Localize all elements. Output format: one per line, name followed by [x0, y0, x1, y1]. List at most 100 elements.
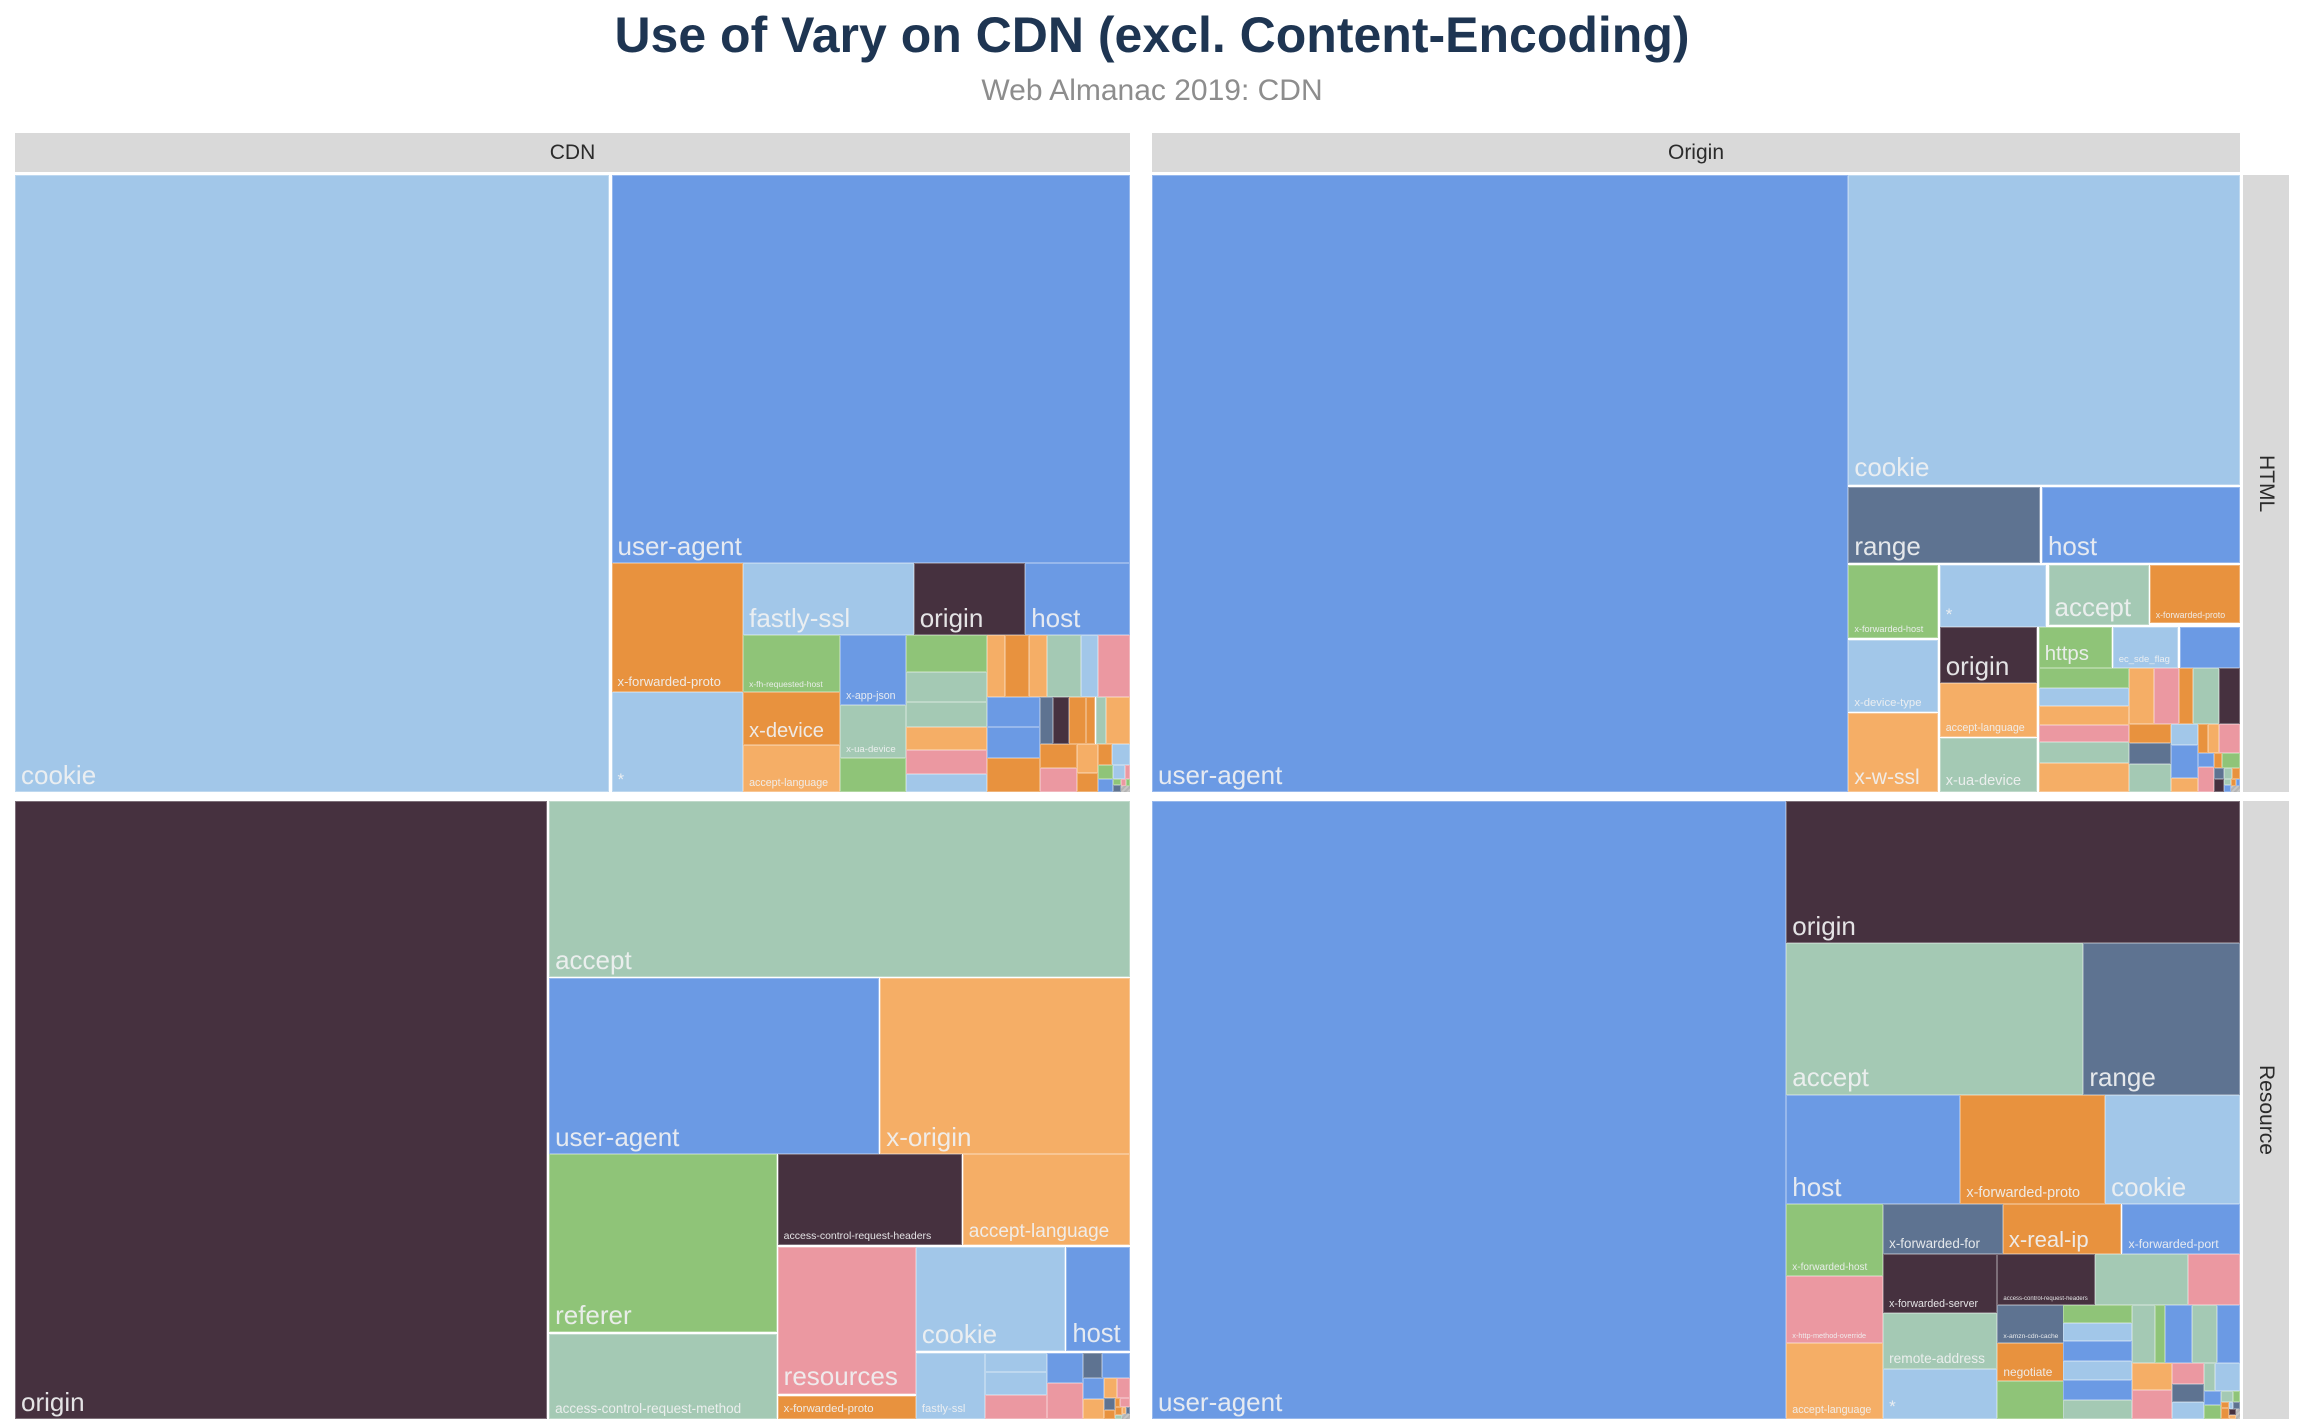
mosaic-cell: [2229, 1415, 2237, 1419]
facet-column-label: CDN: [549, 140, 596, 164]
mosaic-cell: [2203, 1390, 2221, 1406]
treemap-cell-label: x-http-method-override: [1792, 1331, 1867, 1341]
treemap-cell-negotiate: negotiate: [1997, 1342, 2064, 1382]
treemap-cell-label: origin: [1945, 651, 2010, 682]
treemap-cell-host: host: [1786, 1094, 1961, 1204]
mosaic-cell: [2062, 1400, 2133, 1419]
mosaic-cell: [2203, 1363, 2215, 1391]
treemap-cell-origin: origin: [1939, 627, 2037, 684]
treemap-cell-label: x-ua-device: [846, 743, 896, 755]
treemap-cell-label: x-forwarded-proto: [783, 1403, 874, 1416]
treemap-cell-host: host: [2041, 487, 2240, 564]
mosaic-cell: [1077, 743, 1098, 773]
treemap-cell-label: x-forwarded-proto: [617, 674, 721, 690]
mosaic-cell: [2231, 767, 2240, 780]
treemap-cell-label: x-amzn-cdn-cache: [2003, 1332, 2059, 1340]
mosaic-cell: [2062, 1360, 2133, 1381]
mosaic-cell: [1052, 696, 1069, 744]
facet-column-strip-cdn: CDN: [15, 133, 1130, 172]
treemap-cell-label: x-origin: [886, 1121, 972, 1152]
treemap-cell-label: accept: [2054, 592, 2132, 623]
mosaic-cell: [985, 1394, 1048, 1419]
mosaic-cell: [905, 749, 987, 774]
treemap-cell-origin: origin: [1786, 801, 2240, 944]
treemap-cell-resources: resources: [777, 1246, 916, 1394]
mosaic-cell: [2193, 667, 2219, 724]
mosaic-cell: [1114, 1407, 1122, 1415]
mosaic-cell: [2132, 1304, 2155, 1364]
mosaic-cell: [2229, 1409, 2237, 1416]
treemap-cell-accept-language: accept-language: [1786, 1342, 1884, 1419]
treemap-cell-label: cookie: [1854, 452, 1930, 483]
treemap-cell-host: host: [1025, 563, 1130, 636]
treemap-cell: [840, 758, 906, 792]
mosaic-cell: [1120, 1397, 1130, 1408]
treemap-cell-label: x-app-json: [846, 689, 896, 702]
mosaic-cell: [1068, 696, 1086, 744]
treemap-cell-label: user-agent: [1158, 759, 1283, 790]
treemap-cell-label: x-ua-device: [1945, 772, 2022, 789]
mosaic-cell: [2214, 779, 2225, 792]
treemap-cell-label: accept-language: [1792, 1403, 1872, 1416]
mosaic-cell: [1097, 765, 1113, 780]
treemap-cell-user-agent: user-agent: [549, 978, 880, 1154]
mosaic-cell: [2165, 1304, 2192, 1364]
treemap-cell-x-device-type: x-device-type: [1848, 640, 1938, 713]
treemap-cell--: *: [611, 692, 744, 792]
mosaic-cell: [986, 758, 1041, 792]
mosaic-cell: [1040, 767, 1078, 792]
mosaic-cell: [1047, 1382, 1083, 1419]
mosaic-cell: [2214, 1363, 2240, 1391]
mosaic-cell: [1112, 765, 1126, 780]
treemap-cell-label: x-forwarded-host: [1854, 624, 1924, 635]
treemap-cell-fastly-ssl: fastly-ssl: [915, 1352, 986, 1419]
treemap-cell-accept: accept: [2048, 564, 2149, 625]
mosaic-cell: [2170, 777, 2199, 792]
treemap-cell-label: host: [1792, 1171, 1842, 1202]
treemap-cell-host: host: [1066, 1246, 1130, 1351]
treemap-cell-range: range: [2083, 943, 2240, 1095]
mosaic-cell: [2132, 1363, 2173, 1390]
mosaic-cell: [2219, 723, 2240, 753]
treemap-cell-x-forwarded-proto: x-forwarded-proto: [777, 1396, 916, 1419]
mosaic-cell: [1098, 635, 1130, 697]
mosaic-cell: [986, 726, 1041, 759]
treemap-cell-origin: origin: [913, 563, 1026, 636]
treemap-cell-label: cookie: [21, 759, 97, 790]
mosaic-cell: [2154, 1304, 2166, 1364]
treemap-cell-label: accept: [555, 944, 632, 975]
treemap-panel-cdn-html: cookie user-agent x-forwarded-proto * fastly…: [15, 175, 1130, 792]
treemap-cell-accept-language: accept-language: [1939, 682, 2037, 738]
mosaic-cell: [905, 773, 987, 792]
mosaic-cell: [1112, 779, 1121, 785]
mosaic-cell: [2062, 1380, 2133, 1401]
treemap-panel-cdn-resource: origin accept user-agent x-origin referer acc…: [15, 801, 1130, 1419]
treemap-cell-label: accept-language: [968, 1220, 1110, 1242]
treemap-cell-label: resources: [783, 1361, 898, 1392]
treemap-cell-label: x-real-ip: [2008, 1226, 2089, 1252]
treemap-cell-label: fastly-ssl: [749, 602, 851, 633]
treemap-cell-label: x-forwarded-server: [1889, 1298, 1979, 1311]
treemap-cell-x-forwarded-proto: x-forwarded-proto: [611, 563, 744, 693]
mosaic-cell: [986, 696, 1041, 727]
treemap-cell-label: accept: [1792, 1062, 1869, 1093]
treemap-cell-label: cookie: [921, 1318, 998, 1349]
mosaic-cell: [2129, 667, 2154, 724]
mosaic-cell: [1040, 696, 1053, 744]
mosaic-cell: [1097, 743, 1113, 766]
mosaic-cell: [2224, 779, 2232, 785]
mosaic-cell: [1117, 1377, 1130, 1398]
treemap-cell-accept: accept: [549, 801, 1130, 978]
treemap-cell-label: x-forwarded-proto: [1966, 1184, 2080, 1201]
mosaic-cell: [1120, 779, 1126, 787]
treemap-cell-https: https: [2038, 627, 2112, 668]
treemap-cell-user-agent: user-agent: [611, 175, 1130, 564]
treemap-cell-x-forwarded-server: x-forwarded-server: [1883, 1253, 1998, 1314]
treemap-cell-x-fh-requested-host: x-fh-requested-host: [743, 635, 841, 693]
treemap-cell-label: https: [2044, 642, 2089, 665]
treemap-cell-label: host: [2047, 530, 2098, 561]
mosaic-cell: [985, 1352, 1048, 1373]
mosaic-cell: [2062, 1323, 2133, 1341]
mosaic-cell: [2191, 1304, 2217, 1364]
treemap-cell-x-forwarded-proto: x-forwarded-proto: [2149, 564, 2240, 623]
